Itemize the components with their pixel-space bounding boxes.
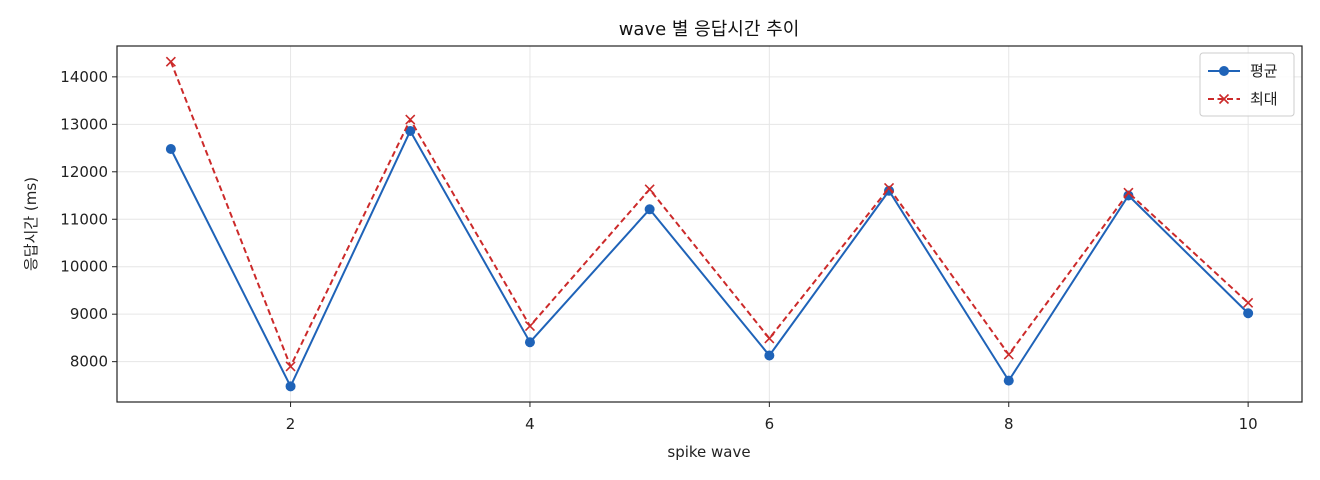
data-point: [764, 333, 775, 344]
data-point: [405, 114, 416, 125]
y-tick-label: 10000: [60, 258, 108, 276]
series-0: [165, 125, 1254, 392]
data-point: [1243, 308, 1254, 319]
x-tick-label: 2: [286, 415, 296, 433]
legend-label: 평균: [1250, 62, 1278, 80]
data-point: [165, 56, 176, 67]
grid-lines: [117, 46, 1302, 402]
data-point: [883, 182, 895, 193]
y-tick-label: 13000: [60, 115, 108, 133]
data-point: [165, 144, 176, 155]
x-axis-label: spike wave: [667, 443, 750, 461]
plot-area: [117, 46, 1302, 402]
y-tick-label: 8000: [70, 353, 108, 371]
data-point: [1003, 349, 1014, 360]
data-point: [285, 361, 296, 372]
legend-marker: [1218, 93, 1230, 105]
data-point: [285, 381, 296, 392]
chart-title: wave 별 응답시간 추이: [619, 19, 800, 40]
legend-label: 최대: [1250, 90, 1278, 108]
x-tick-label: 4: [525, 415, 535, 433]
series-line: [169, 61, 1249, 368]
y-tick-label: 14000: [60, 68, 108, 86]
y-tick-label: 9000: [70, 305, 108, 323]
legend-box: [1199, 52, 1295, 117]
x-tick-label: 10: [1239, 415, 1258, 433]
data-point: [524, 337, 535, 348]
x-tick-label: 8: [1004, 415, 1014, 433]
series-layer: [165, 56, 1254, 392]
data-point: [1123, 187, 1134, 198]
x-axis-ticks: 2 4 6 8 10: [286, 402, 1258, 433]
y-axis-ticks: 8000 9000 10000 11000 12000 13000 14000: [60, 68, 117, 371]
data-point: [884, 185, 895, 196]
data-point: [764, 350, 775, 361]
y-tick-label: 11000: [60, 210, 108, 228]
data-point: [644, 184, 655, 195]
series-1: [165, 56, 1254, 372]
data-point: [644, 204, 655, 215]
y-axis-label: 응답시간 (ms): [22, 177, 40, 271]
series-line: [169, 129, 1249, 388]
data-point: [1123, 190, 1134, 201]
legend-item-1: 최대: [1208, 90, 1278, 108]
legend-marker: [1219, 66, 1229, 76]
plot-frame: [116, 45, 1303, 403]
x-tick-label: 6: [765, 415, 775, 433]
data-point: [1243, 297, 1254, 308]
data-point: [1003, 375, 1014, 386]
data-point: [405, 125, 416, 136]
data-point: [524, 320, 536, 332]
y-tick-label: 12000: [60, 163, 108, 181]
legend-item-0: 평균: [1208, 62, 1278, 80]
